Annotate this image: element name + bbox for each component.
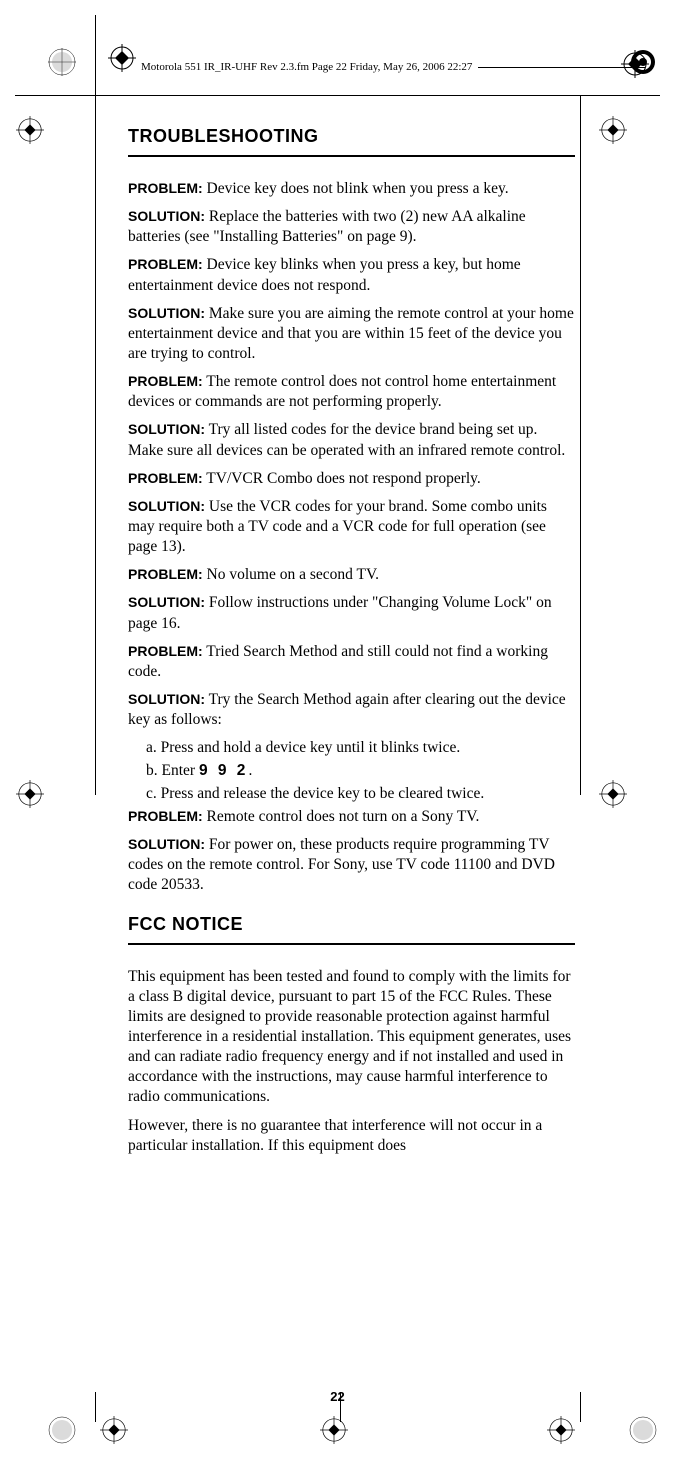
troubleshoot-item: PROBLEM: Device key blinks when you pres… — [128, 255, 575, 295]
title-troubleshooting: TROUBLESHOOTING — [128, 126, 575, 147]
troubleshoot-item: SOLUTION: Make sure you are aiming the r… — [128, 304, 575, 364]
item-label: PROBLEM: — [128, 808, 203, 824]
header-bar: Motorola 551 IR_IR-UHF Rev 2.3.fm Page 2… — [105, 52, 645, 82]
troubleshoot-item: SOLUTION: Replace the batteries with two… — [128, 207, 575, 247]
page-content: TROUBLESHOOTING PROBLEM: Device key does… — [128, 126, 575, 1164]
item-label: PROBLEM: — [128, 180, 203, 196]
item-label: PROBLEM: — [128, 643, 203, 659]
page-number: 22 — [0, 1389, 675, 1404]
item-label: SOLUTION: — [128, 594, 205, 610]
steps-list: a. Press and hold a device key until it … — [146, 738, 575, 805]
item-text: TV/VCR Combo does not respond properly. — [203, 470, 481, 487]
crosshair-icon — [599, 780, 627, 808]
crosshair-icon — [599, 116, 627, 144]
crosshair-icon — [621, 50, 649, 78]
troubleshoot-item: PROBLEM: Device key does not blink when … — [128, 179, 575, 199]
item-label: SOLUTION: — [128, 498, 205, 514]
frame-line — [15, 95, 95, 96]
rule — [128, 155, 575, 157]
item-label: SOLUTION: — [128, 421, 205, 437]
item-label: PROBLEM: — [128, 256, 203, 272]
crosshair-icon — [547, 1416, 575, 1444]
header-filename: Motorola 551 IR_IR-UHF Rev 2.3.fm Page 2… — [135, 61, 478, 73]
crosshair-icon — [320, 1416, 348, 1444]
troubleshoot-item: PROBLEM: Remote control does not turn on… — [128, 807, 575, 827]
troubleshoot-item: SOLUTION: Use the VCR codes for your bra… — [128, 497, 575, 557]
step-item: b. Enter 9 9 2. — [146, 761, 575, 782]
troubleshoot-item: PROBLEM: Tried Search Method and still c… — [128, 642, 575, 682]
troubleshoot-item: PROBLEM: The remote control does not con… — [128, 372, 575, 412]
frame-line — [580, 95, 660, 96]
fcc-paragraph: However, there is no guarantee that inte… — [128, 1116, 575, 1156]
crosshair-icon — [100, 1416, 128, 1444]
fcc-paragraph: This equipment has been tested and found… — [128, 967, 575, 1108]
item-text: Device key does not blink when you press… — [203, 180, 509, 197]
troubleshoot-item: SOLUTION: For power on, these products r… — [128, 835, 575, 895]
item-label: SOLUTION: — [128, 208, 205, 224]
troubleshoot-item: SOLUTION: Try all listed codes for the d… — [128, 420, 575, 460]
frame-line — [95, 95, 96, 795]
step-item: c. Press and release the device key to b… — [146, 784, 575, 805]
step-digits: 9 9 2 — [199, 762, 248, 779]
item-label: PROBLEM: — [128, 470, 203, 486]
item-label: SOLUTION: — [128, 836, 205, 852]
troubleshoot-item: SOLUTION: Try the Search Method again af… — [128, 690, 575, 730]
title-fcc: FCC NOTICE — [128, 914, 575, 935]
item-label: PROBLEM: — [128, 373, 203, 389]
rule — [128, 943, 575, 945]
troubleshoot-item: PROBLEM: No volume on a second TV. — [128, 565, 575, 585]
item-label: SOLUTION: — [128, 305, 205, 321]
frame-line — [580, 95, 581, 795]
reg-mark-icon — [48, 48, 76, 76]
frame-line — [95, 15, 96, 95]
crosshair-icon — [16, 780, 44, 808]
item-text: No volume on a second TV. — [203, 566, 379, 583]
troubleshoot-item: SOLUTION: Follow instructions under "Cha… — [128, 593, 575, 633]
item-label: SOLUTION: — [128, 691, 205, 707]
item-text: Remote control does not turn on a Sony T… — [203, 808, 480, 825]
troubleshoot-item: PROBLEM: TV/VCR Combo does not respond p… — [128, 469, 575, 489]
crosshair-icon — [16, 116, 44, 144]
frame-line — [95, 95, 580, 96]
item-label: PROBLEM: — [128, 566, 203, 582]
step-item: a. Press and hold a device key until it … — [146, 738, 575, 759]
reg-mark-icon — [629, 1416, 657, 1444]
reg-mark-icon — [48, 1416, 76, 1444]
